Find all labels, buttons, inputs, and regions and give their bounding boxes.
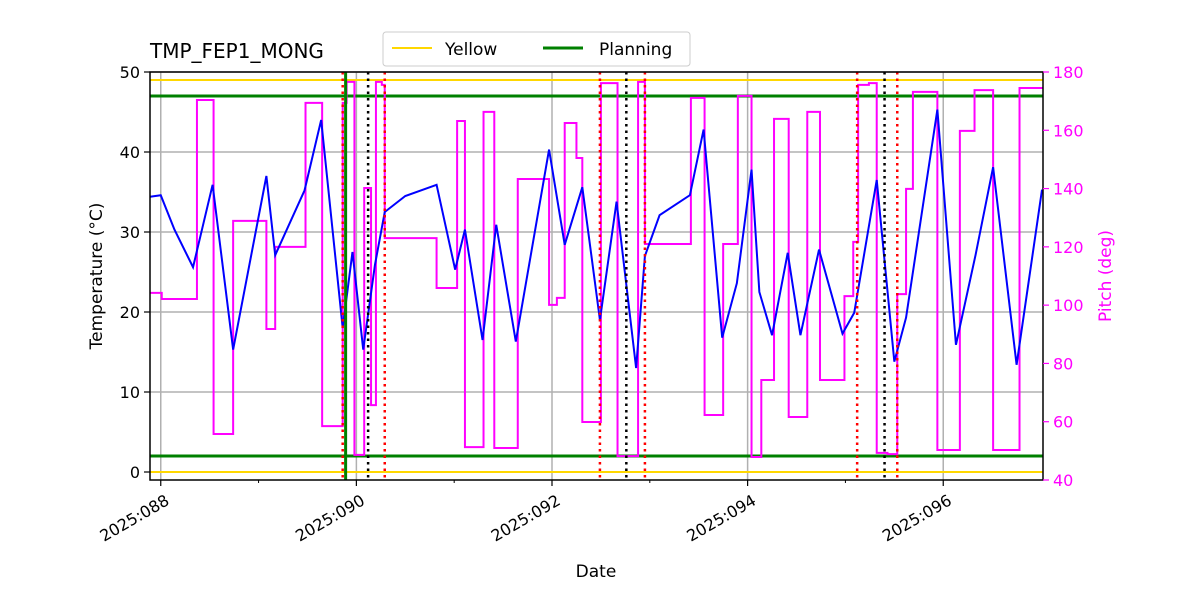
y-right-tick-label: 100 [1053,296,1084,315]
x-tick-label: 2025:090 [292,491,368,546]
y-right-tick-label: 160 [1053,121,1084,140]
pitch-series-line [150,80,1043,458]
x-tick-label: 2025:096 [879,491,955,546]
y-right-tick-label: 120 [1053,238,1084,257]
y-tick-label: 10 [120,383,140,402]
y-right-tick-label: 40 [1053,471,1073,490]
chart-title: TMP_FEP1_MONG [149,39,324,63]
axes: 2025:088 2025:090 2025:092 2025:094 2025:096… [96,63,1083,545]
y-tick-label: 20 [120,303,140,322]
plot-lines [149,72,1044,480]
y-right-tick-label: 60 [1053,413,1073,432]
y-right-tick-label: 80 [1053,354,1073,373]
legend: Yellow Planning [382,31,691,67]
x-axis-label: Date [576,562,617,582]
x-tick-label: 2025:094 [683,491,759,546]
grid [150,71,1043,480]
y-axis-label: Temperature (°C) [87,203,107,351]
y-tick-label: 40 [120,143,140,162]
x-tick-label: 2025:092 [488,491,564,546]
plot-frame [149,71,1044,481]
legend-box [382,31,691,67]
y-tick-label: 0 [130,463,140,482]
x-tick-label: 2025:088 [96,491,172,546]
y-right-tick-label: 180 [1053,63,1084,82]
legend-label-yellow: Yellow [444,40,497,60]
y-tick-label: 50 [120,63,140,82]
temperature-series-line [149,109,1044,369]
y-right-tick-label: 140 [1053,180,1084,199]
y-tick-label: 30 [120,223,140,242]
y-axis-right-label: Pitch (deg) [1096,230,1116,322]
legend-label-planning: Planning [599,40,672,60]
